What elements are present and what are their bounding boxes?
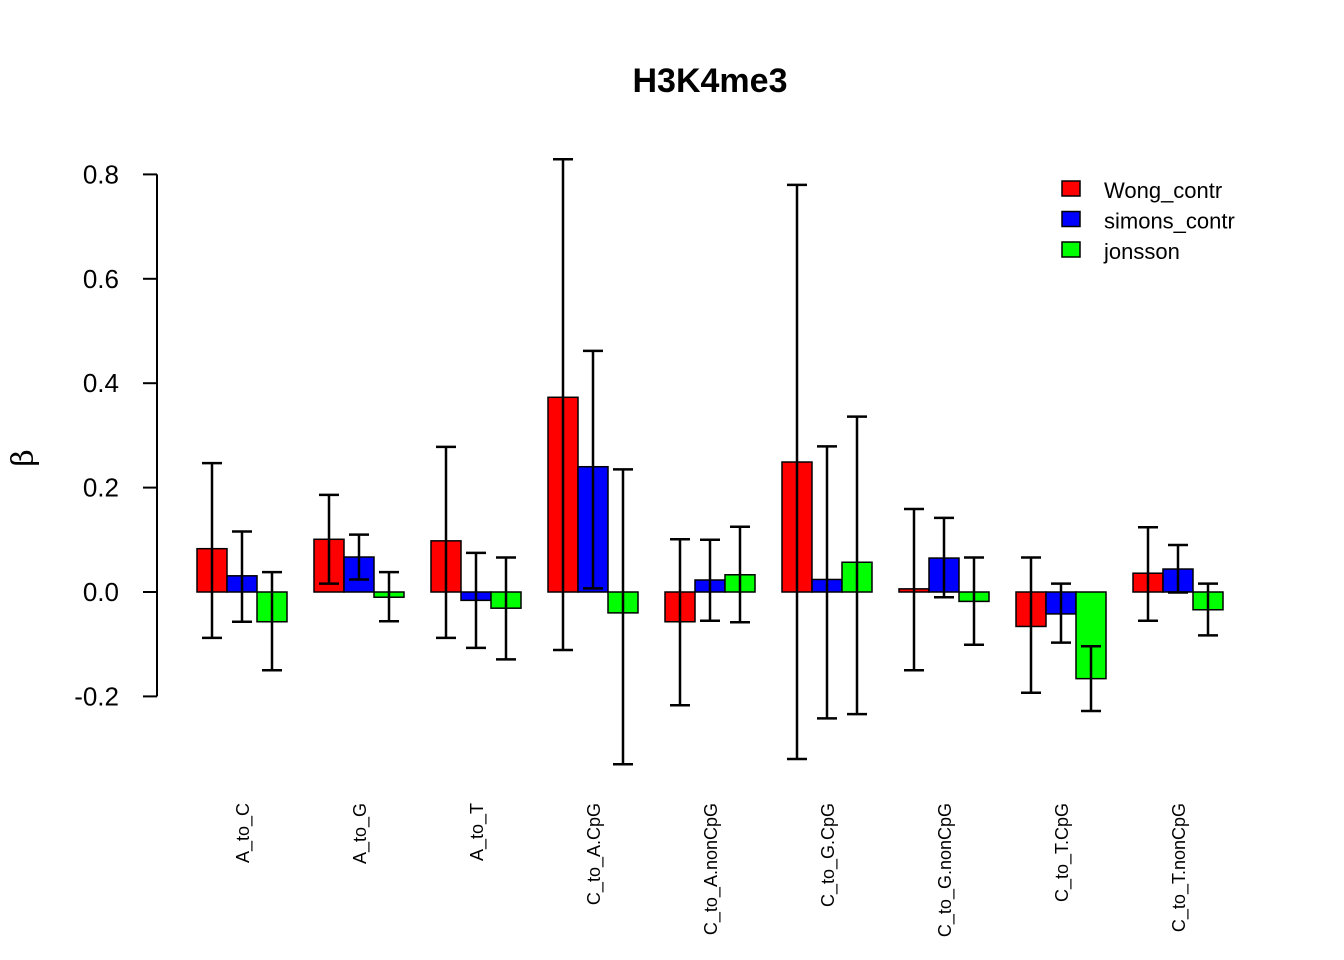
error-bar [1168, 543, 1188, 594]
error-bar [964, 556, 984, 646]
y-tick-label: 0.6 [83, 264, 119, 294]
error-bar [847, 415, 867, 716]
error-bar [379, 570, 399, 623]
legend-label: simons_contr [1104, 209, 1235, 234]
x-tick-label: C_to_G.CpG [818, 803, 839, 907]
error-bar [1081, 645, 1101, 713]
error-bar [1198, 582, 1218, 637]
error-bar [349, 533, 369, 581]
error-bar [613, 468, 633, 766]
bars [196, 396, 1224, 680]
x-tick-label: C_to_A.CpG [584, 803, 605, 905]
error-bar [787, 183, 807, 761]
error-bar [583, 349, 603, 590]
error-bar [466, 551, 486, 650]
x-axis-labels: A_to_C A_to_G A_to_T C_to_A.CpG C_to_A.nonCp… [233, 803, 1190, 937]
legend-swatch [1061, 210, 1081, 228]
x-tick-label: A_to_C [233, 803, 254, 863]
y-tick-label: 0.8 [83, 159, 119, 189]
x-tick-label: A_to_G [350, 803, 371, 864]
chart-title: H3K4me3 [633, 62, 788, 100]
error-bar [553, 158, 573, 652]
legend-swatch [1061, 241, 1081, 258]
error-bar [262, 570, 282, 672]
legend-swatch [1061, 180, 1081, 197]
x-tick-label: C_to_T.CpG [1052, 803, 1073, 902]
error-bar [232, 530, 252, 624]
error-bar [730, 525, 750, 624]
error-bar [670, 538, 690, 707]
x-tick-label: A_to_T [467, 803, 488, 861]
x-tick-label: C_to_T.nonCpG [1169, 803, 1190, 932]
error-bar [817, 445, 837, 720]
error-bar [319, 493, 339, 585]
bar-jonsson-7 [1075, 591, 1107, 680]
y-axis-label: β [6, 449, 41, 466]
y-tick-label: 0.0 [83, 577, 119, 607]
x-tick-label: C_to_G.nonCpG [935, 803, 956, 937]
error-bar [436, 445, 456, 640]
y-tick-label: 0.2 [83, 473, 119, 503]
error-bar [202, 461, 222, 640]
error-bar [1021, 556, 1041, 694]
y-tick-label: -0.2 [74, 681, 119, 711]
legend-label: Wong_contr [1104, 178, 1222, 203]
error-bar [1051, 582, 1071, 644]
error-bar [496, 556, 516, 661]
error-bar [934, 516, 954, 599]
y-axis: -0.2 0.0 0.2 0.4 0.6 0.8 [74, 159, 158, 711]
y-tick-label: 0.4 [83, 368, 119, 398]
x-tick-label: C_to_A.nonCpG [701, 803, 722, 935]
error-bar [904, 507, 924, 672]
error-bar [1138, 526, 1158, 622]
error-bars [202, 158, 1218, 766]
error-bar [700, 538, 720, 622]
legend-label: jonsson [1103, 239, 1180, 264]
